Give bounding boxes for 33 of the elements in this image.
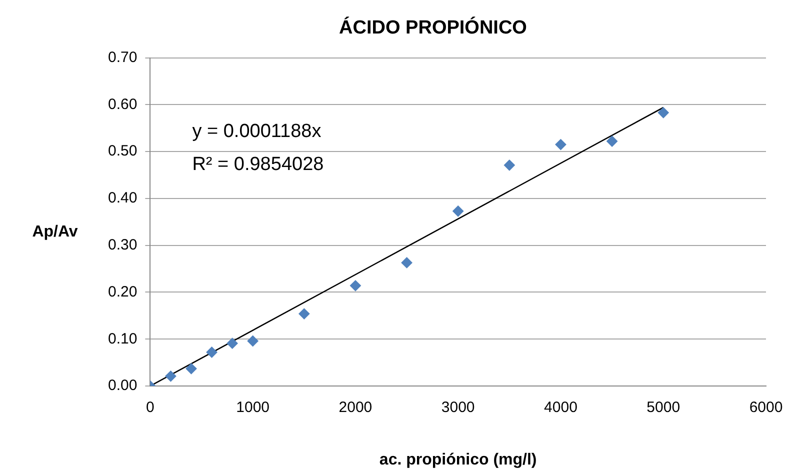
point [350, 280, 361, 292]
x-tick-label: 0 [146, 399, 154, 416]
point [452, 206, 464, 217]
y-tick-label: 0.00 [108, 377, 138, 394]
point [298, 308, 310, 320]
x-tick-label: 3000 [441, 399, 475, 416]
annotation: R² = 0.9854028 [192, 154, 324, 176]
y-tick-label: 0.30 [108, 236, 138, 254]
point [504, 160, 515, 171]
x-tick-label: 6000 [749, 399, 783, 416]
y-tick-label: 0.60 [108, 96, 138, 113]
annotation: y = 0.0001188x [192, 121, 322, 142]
y-tick-label: 0.50 [108, 142, 138, 160]
x-tick-label: 2000 [338, 399, 372, 416]
y-axis-title: Ap/Av [32, 223, 78, 240]
point [247, 335, 258, 346]
point [555, 139, 566, 150]
point [401, 257, 412, 268]
x-tick-label: 5000 [646, 399, 680, 416]
y-tick-label: 0.40 [108, 190, 138, 207]
point [165, 370, 176, 382]
point [606, 136, 618, 147]
point [226, 338, 238, 349]
point [658, 107, 669, 118]
point [186, 363, 197, 374]
point [206, 346, 218, 358]
y-tick-label: 0.10 [108, 330, 138, 348]
x-axis-title: ac. propiónico (mg/l) [379, 451, 537, 468]
chart-title: ÁCIDO PROPIÓNICO [339, 16, 527, 39]
y-tick-label: 0.70 [108, 48, 138, 66]
x-tick-label: 4000 [544, 399, 578, 416]
y-tick-label: 0.20 [108, 283, 138, 300]
x-tick-label: 1000 [236, 399, 270, 416]
